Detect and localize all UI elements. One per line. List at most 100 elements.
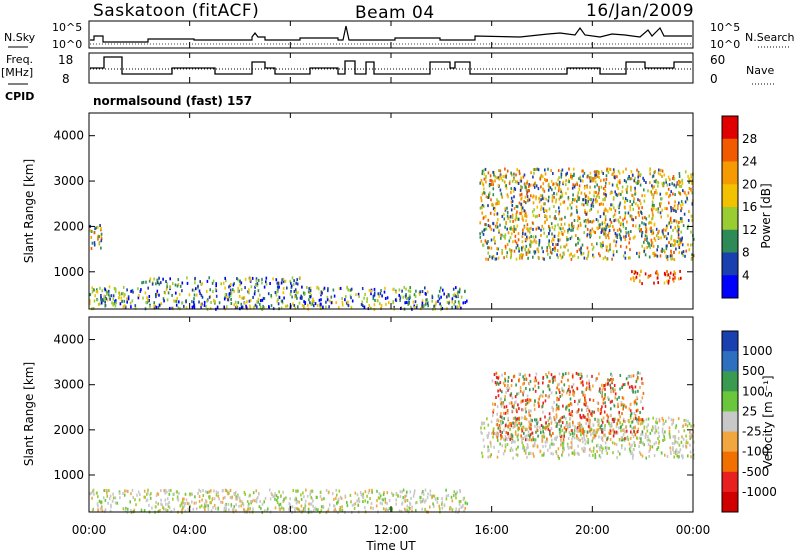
range-gate-cell <box>567 230 569 234</box>
range-gate-cell <box>659 173 662 176</box>
range-gate-cell <box>492 222 495 226</box>
range-gate-cell <box>140 288 142 292</box>
range-gate-cell <box>208 496 211 500</box>
range-gate-cell <box>599 455 602 459</box>
range-gate-cell <box>549 446 551 450</box>
range-gate-cell <box>438 507 441 511</box>
range-gate-cell <box>631 270 633 274</box>
range-gate-cell <box>593 433 595 437</box>
range-gate-cell <box>569 397 572 401</box>
range-gate-cell <box>649 447 651 451</box>
range-gate-cell <box>634 390 637 394</box>
range-gate-cell <box>569 411 572 415</box>
range-gate-cell <box>501 435 503 439</box>
range-gate-cell <box>334 507 336 511</box>
range-gate-cell <box>155 292 157 296</box>
range-gate-cell <box>672 448 674 452</box>
range-gate-cell <box>686 196 688 200</box>
range-gate-cell <box>536 247 539 251</box>
range-gate-cell <box>627 177 629 181</box>
range-gate-cell <box>550 421 553 425</box>
range-gate-cell <box>384 500 387 504</box>
range-gate-cell <box>413 491 416 495</box>
range-gate-cell <box>483 204 485 208</box>
range-gate-cell <box>638 227 640 231</box>
range-gate-cell <box>496 247 498 251</box>
range-gate-cell <box>534 235 537 239</box>
range-gate-cell <box>502 437 505 441</box>
range-gate-cell <box>311 489 313 493</box>
range-gate-cell <box>325 488 328 492</box>
range-gate-cell <box>551 237 554 241</box>
range-gate-cell <box>258 505 261 509</box>
range-gate-cell <box>500 192 503 196</box>
range-gate-cell <box>663 249 665 252</box>
range-gate-cell <box>541 453 543 457</box>
range-gate-cell <box>533 171 535 175</box>
nsearch-label: N.Search <box>745 31 795 44</box>
range-gate-cell <box>554 215 556 218</box>
range-gate-cell <box>506 243 509 247</box>
range-gate-cell <box>604 228 607 232</box>
range-gate-cell <box>459 500 462 503</box>
range-gate-cell <box>199 280 201 284</box>
range-gate-cell <box>548 239 550 243</box>
range-gate-cell <box>555 403 558 407</box>
range-gate-cell <box>507 379 509 383</box>
range-gate-cell <box>577 422 579 426</box>
nave-label: Nave <box>746 64 774 77</box>
range-gate-cell <box>424 286 426 290</box>
range-gate-cell <box>278 296 281 300</box>
range-gate-cell <box>562 446 564 450</box>
range-gate-cell <box>529 435 531 439</box>
range-gate-cell <box>441 506 444 510</box>
range-gate-cell <box>578 424 581 427</box>
range-gate-cell <box>339 505 342 509</box>
range-gate-cell <box>515 417 518 421</box>
range-gate-cell <box>125 506 127 510</box>
range-gate-cell <box>349 294 352 298</box>
range-gate-cell <box>251 500 253 503</box>
range-gate-cell <box>565 191 567 195</box>
range-gate-cell <box>629 199 631 203</box>
range-gate-cell <box>686 424 689 428</box>
range-gate-cell <box>674 436 677 439</box>
range-gate-cell <box>596 242 598 246</box>
range-gate-cell <box>298 508 301 512</box>
range-gate-cell <box>666 207 668 211</box>
range-gate-cell <box>678 242 681 246</box>
range-gate-cell <box>562 404 564 408</box>
range-gate-cell <box>294 498 296 502</box>
range-gate-cell <box>497 247 499 251</box>
range-gate-cell <box>267 292 270 296</box>
range-gate-cell <box>579 427 581 431</box>
range-gate-cell <box>431 299 433 303</box>
range-gate-cell <box>121 299 123 303</box>
range-gate-cell <box>340 496 343 500</box>
range-gate-cell <box>311 299 314 303</box>
range-gate-cell <box>528 398 531 402</box>
nsky-tick-bottom: 10^0 <box>52 38 82 51</box>
range-gate-cell <box>160 489 162 493</box>
range-gate-cell <box>97 302 100 306</box>
range-gate-cell <box>592 398 595 402</box>
range-gate-cell <box>609 413 612 417</box>
range-gate-cell <box>486 436 489 439</box>
range-gate-cell <box>272 495 274 499</box>
range-gate-cell <box>482 438 485 442</box>
range-gate-cell <box>541 438 544 442</box>
range-gate-cell <box>635 380 638 384</box>
range-gate-cell <box>650 243 653 247</box>
range-gate-cell <box>184 492 187 496</box>
range-gate-cell <box>370 306 372 310</box>
range-gate-cell <box>228 285 230 289</box>
range-gate-cell <box>282 277 285 281</box>
range-gate-cell <box>492 430 495 434</box>
range-gate-cell <box>400 509 403 513</box>
range-gate-cell <box>303 495 305 499</box>
range-gate-cell <box>440 304 442 308</box>
range-gate-cell <box>640 269 642 273</box>
range-gate-cell <box>639 371 641 375</box>
